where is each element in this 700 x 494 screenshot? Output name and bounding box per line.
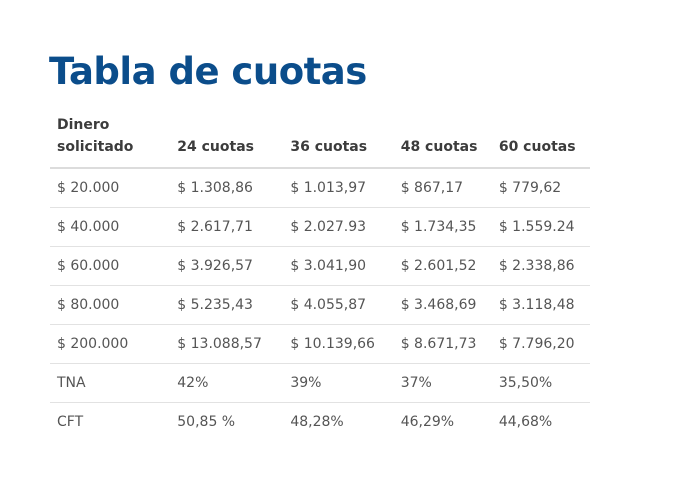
cell-60: $ 7.796,20 bbox=[491, 324, 590, 364]
cell-48: $ 1.734,35 bbox=[393, 207, 492, 247]
row-label: $ 200.000 bbox=[50, 324, 171, 364]
cell-36: $ 2.027.93 bbox=[283, 207, 394, 247]
table-row-cft: CFT 50,85 % 48,28% 46,29% 44,68% bbox=[50, 403, 590, 442]
table-row-20000: $ 20.000 $ 1.308,86 $ 1.013,97 $ 867,17 … bbox=[50, 168, 590, 208]
header-24-installments: 24 cuotas bbox=[170, 112, 284, 169]
header-48-installments: 48 cuotas bbox=[393, 112, 492, 169]
table-row-tna: TNA 42% 39% 37% 35,50% bbox=[50, 363, 590, 403]
table-header: Dinero solicitado 24 cuotas 36 cuotas 48… bbox=[50, 112, 590, 169]
cell-48: 46,29% bbox=[400, 414, 455, 430]
page-title: Tabla de cuotas bbox=[49, 50, 367, 93]
table-row-200000: $ 200.000 $ 13.088,57 $ 10.139,66 $ 8.67… bbox=[50, 324, 590, 364]
cell-24: $ 2.617,71 bbox=[170, 207, 284, 247]
cell-60: $ 2.338,86 bbox=[491, 246, 590, 286]
cell-24: $ 13.088,57 bbox=[170, 324, 284, 364]
row-label: CFT bbox=[57, 414, 84, 430]
row-label: $ 40.000 bbox=[50, 207, 171, 247]
table-row-40000: $ 40.000 $ 2.617,71 $ 2.027.93 $ 1.734,3… bbox=[50, 207, 590, 247]
cell-24: 50,85 % bbox=[177, 414, 236, 430]
row-label: $ 80.000 bbox=[50, 285, 171, 325]
cell-60: $ 3.118,48 bbox=[491, 285, 590, 325]
cell-48: 37% bbox=[393, 363, 492, 403]
header-amount-requested: Dinero solicitado bbox=[50, 112, 171, 169]
cell-24: $ 1.308,86 bbox=[170, 168, 284, 208]
table-row-80000: $ 80.000 $ 5.235,43 $ 4.055,87 $ 3.468,6… bbox=[50, 285, 590, 325]
cell-48: $ 2.601,52 bbox=[393, 246, 492, 286]
cell-36: 48,28% bbox=[290, 414, 344, 430]
header-36-installments: 36 cuotas bbox=[283, 112, 394, 169]
cell-24: $ 3.926,57 bbox=[170, 246, 284, 286]
row-label: $ 60.000 bbox=[50, 246, 171, 286]
cell-60: $ 1.559.24 bbox=[491, 207, 590, 247]
cell-24: $ 5.235,43 bbox=[170, 285, 284, 325]
cell-36: $ 10.139,66 bbox=[283, 324, 394, 364]
cell-36: $ 4.055,87 bbox=[283, 285, 394, 325]
cell-48: $ 867,17 bbox=[393, 168, 492, 208]
cell-60: $ 779,62 bbox=[491, 168, 590, 208]
cell-60: 44,68% bbox=[498, 414, 553, 430]
installments-table: Dinero solicitado 24 cuotas 36 cuotas 48… bbox=[50, 112, 590, 441]
row-label: $ 20.000 bbox=[50, 168, 171, 208]
header-row: Dinero solicitado 24 cuotas 36 cuotas 48… bbox=[50, 112, 590, 169]
cell-24: 42% bbox=[170, 363, 284, 403]
cell-36: 39% bbox=[283, 363, 394, 403]
cell-48: $ 8.671,73 bbox=[393, 324, 492, 364]
header-amount-line2: solicitado bbox=[57, 139, 134, 155]
cell-60: 35,50% bbox=[491, 363, 590, 403]
header-amount-line1: Dinero bbox=[57, 117, 110, 133]
cell-36: $ 1.013,97 bbox=[283, 168, 394, 208]
row-label: TNA bbox=[50, 363, 171, 403]
table-body: $ 20.000 $ 1.308,86 $ 1.013,97 $ 867,17 … bbox=[50, 168, 590, 441]
cell-36: $ 3.041,90 bbox=[283, 246, 394, 286]
header-60-installments: 60 cuotas bbox=[491, 112, 590, 169]
table-row-60000: $ 60.000 $ 3.926,57 $ 3.041,90 $ 2.601,5… bbox=[50, 246, 590, 286]
cell-48: $ 3.468,69 bbox=[393, 285, 492, 325]
